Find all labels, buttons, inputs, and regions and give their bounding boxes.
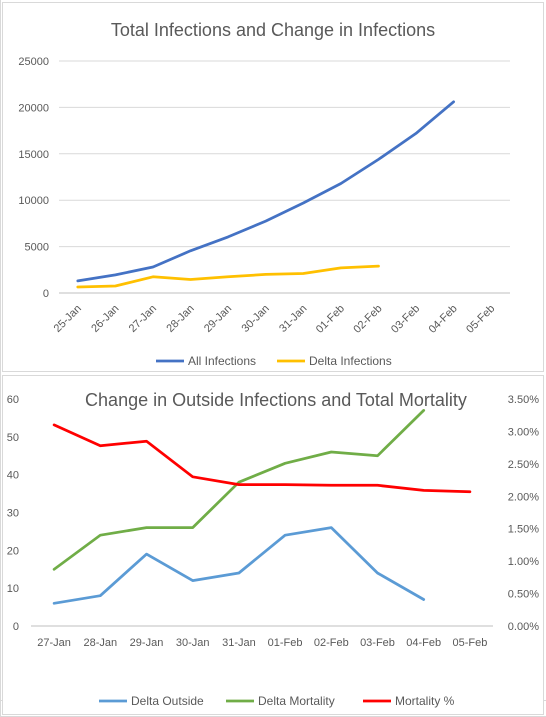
x-tick-label: 28-Jan: [83, 637, 117, 649]
x-tick-label: 05-Feb: [452, 637, 487, 649]
x-tick-label: 01-Feb: [268, 637, 303, 649]
x-tick-label: 30-Jan: [240, 303, 272, 335]
y2-tick-label: 3.50%: [508, 394, 539, 406]
y-tick-label: 10000: [18, 195, 49, 207]
y2-tick-label: 3.00%: [508, 426, 539, 438]
x-tick-label: 03-Feb: [389, 303, 422, 336]
legend-label: Delta Outside: [131, 694, 204, 708]
y2-tick-label: 0.00%: [508, 621, 539, 633]
outside-infections-mortality-chart[interactable]: Change in Outside Infections and Total M…: [2, 375, 544, 715]
x-tick-label: 28-Jan: [164, 303, 196, 335]
x-tick-label: 31-Jan: [277, 303, 309, 335]
x-tick-label: 29-Jan: [202, 303, 234, 335]
x-tick-label: 05-Feb: [464, 303, 497, 336]
y-tick-label: 40: [7, 470, 19, 482]
y2-tick-label: 2.50%: [508, 459, 539, 471]
total-infections-chart-svg: Total Infections and Change in Infection…: [18, 20, 510, 368]
y2-tick-label: 2.00%: [508, 491, 539, 503]
series-line-delta-outside: [52, 526, 426, 605]
x-tick-label: 29-Jan: [130, 637, 164, 649]
y-tick-label: 15000: [18, 149, 49, 161]
x-tick-label: 25-Jan: [52, 303, 84, 335]
chart-title: Total Infections and Change in Infection…: [111, 20, 435, 40]
x-tick-label: 02-Feb: [351, 303, 384, 336]
series-line-all-infections: [76, 100, 455, 283]
sheet-gridline: [0, 0, 1, 717]
y2-tick-label: 0.50%: [508, 589, 539, 601]
y-tick-label: 20000: [18, 102, 49, 114]
x-tick-label: 03-Feb: [360, 637, 395, 649]
x-tick-label: 04-Feb: [406, 637, 441, 649]
legend-label: Delta Mortality: [258, 694, 335, 708]
x-tick-label: 27-Jan: [37, 637, 71, 649]
y2-tick-label: 1.50%: [508, 524, 539, 536]
x-tick-label: 30-Jan: [176, 637, 210, 649]
outside-infections-mortality-chart-svg: Change in Outside Infections and Total M…: [7, 390, 539, 708]
y2-tick-label: 1.00%: [508, 556, 539, 568]
y-tick-label: 0: [13, 621, 19, 633]
x-tick-label: 02-Feb: [314, 637, 349, 649]
y-tick-label: 60: [7, 394, 19, 406]
total-infections-chart[interactable]: Total Infections and Change in Infection…: [2, 2, 544, 372]
y-tick-label: 50: [7, 432, 19, 444]
series-line-delta-infections: [76, 264, 380, 289]
y-tick-label: 30: [7, 508, 19, 520]
legend-label: Mortality %: [395, 694, 455, 708]
x-tick-label: 01-Feb: [314, 303, 347, 336]
series-line-mortality-: [52, 423, 472, 494]
series-line-delta-mortality: [52, 409, 426, 571]
chart-title: Change in Outside Infections and Total M…: [85, 390, 467, 410]
x-tick-label: 04-Feb: [427, 303, 460, 336]
x-tick-label: 26-Jan: [89, 303, 121, 335]
y-tick-label: 5000: [25, 242, 49, 254]
legend-label: Delta Infections: [309, 354, 392, 368]
y-tick-label: 0: [43, 288, 49, 300]
x-tick-label: 27-Jan: [127, 303, 159, 335]
x-tick-label: 31-Jan: [222, 637, 256, 649]
y-tick-label: 25000: [18, 56, 49, 68]
y-tick-label: 10: [7, 583, 19, 595]
y-tick-label: 20: [7, 545, 19, 557]
legend-label: All Infections: [188, 354, 256, 368]
